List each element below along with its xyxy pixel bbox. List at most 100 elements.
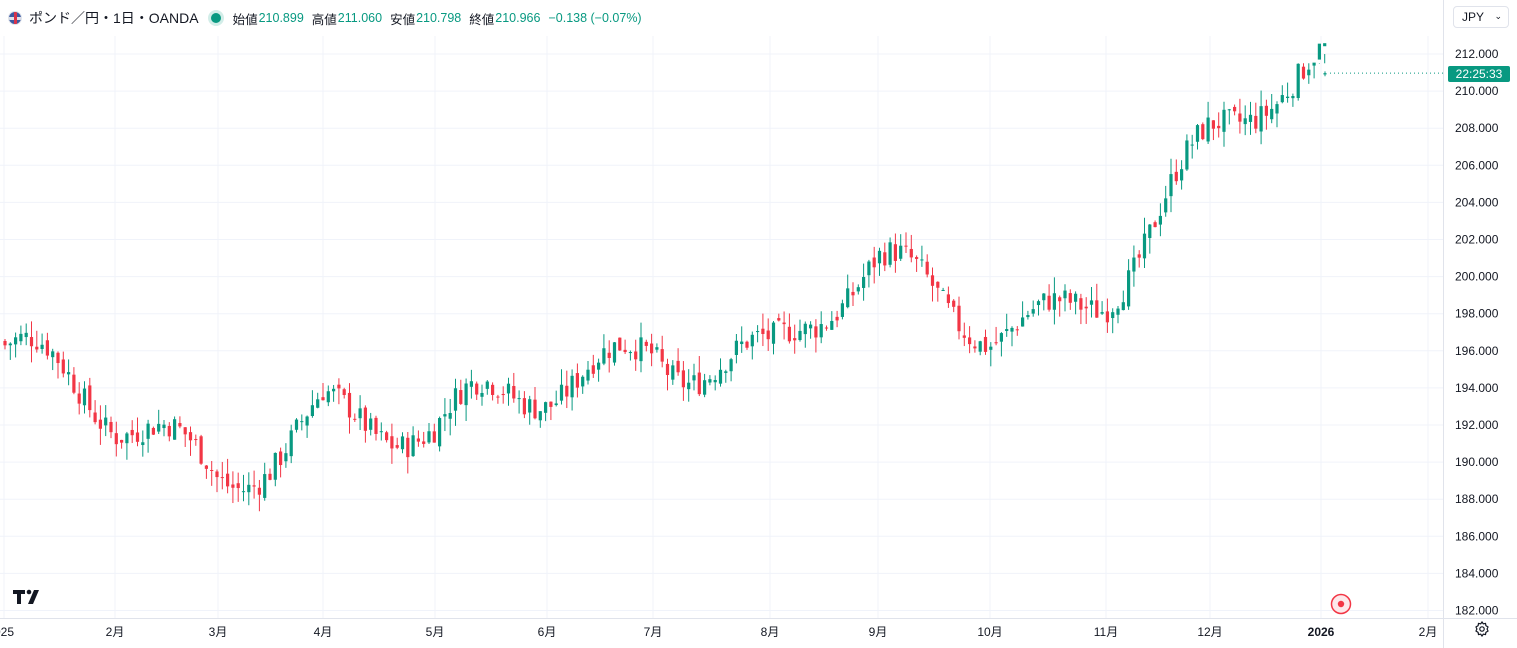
candle-down [883,252,887,266]
candle-up [1010,327,1014,332]
candle-down [342,389,346,396]
candle-down [946,294,950,304]
candle-down [565,385,569,397]
candle-down [994,342,998,344]
candle-down [279,451,283,466]
candle-down [199,436,203,464]
candle-up [506,383,511,394]
currency-select[interactable]: JPY ⌄ [1453,6,1509,28]
candle-down [766,330,770,340]
candle-down [1153,222,1157,228]
candle-up [1036,301,1041,306]
candle-down [226,473,230,487]
chevron-down-icon: ⌄ [1494,11,1502,21]
symbol-title[interactable]: ポンド／円・1日・OANDA [29,10,199,26]
candle-down [1233,106,1237,112]
settings-icon[interactable] [1474,621,1490,637]
candle-down [3,340,7,346]
x-tick-label: 2月 [1419,625,1438,639]
candle-down [1084,306,1088,309]
candle-down [88,385,92,411]
candle-up [247,484,251,493]
candle-up [819,324,823,338]
candle-down [644,341,648,346]
candle-down [909,248,913,258]
x-tick-label: 4月 [314,625,333,639]
market-status-icon[interactable] [210,13,221,23]
candle-up [125,433,129,444]
candle-up [586,369,590,381]
target-icon[interactable] [1330,593,1352,615]
candle-up [51,351,55,358]
candle-up [740,341,744,345]
candle-up [289,430,293,457]
candle-down [1105,311,1109,323]
candle-up [1243,118,1247,125]
x-tick-label: 2月 [106,625,125,639]
candle-down [793,338,797,341]
candle-up [888,242,892,265]
candle-up [655,347,659,350]
candle-up [1169,174,1173,197]
candle-up [1206,117,1210,142]
candle-up [809,324,813,329]
candle-down [575,373,579,388]
candle-up [978,341,982,352]
candle-up [469,381,473,387]
candle-up [453,388,458,411]
candle-down [533,399,537,419]
y-tick-label: 208.000 [1455,121,1499,135]
candle-up [1052,293,1056,310]
candle-down [188,432,193,441]
candle-up [141,442,145,446]
candle-down [374,417,378,434]
candle-down [236,483,240,489]
close-value: 210.966 [495,11,541,25]
candle-up [899,245,903,259]
candle-down [109,421,113,433]
candle-up [316,399,320,408]
candle-up [1190,144,1194,146]
candle-up [40,344,44,349]
candle-up [427,431,431,443]
candle-down [549,401,553,407]
candle-up [1116,308,1120,315]
candle-down [151,427,155,435]
candle-down [459,390,463,404]
candle-up [724,371,728,373]
candle-down [1137,254,1141,258]
candle-up [1063,290,1067,299]
candle-up [703,380,707,395]
candle-up [1100,312,1104,314]
candle-down [952,300,956,307]
candle-up [1042,293,1046,301]
tradingview-logo-icon[interactable] [12,587,44,605]
candle-down [93,412,97,423]
uk-flag-icon [8,11,22,25]
candle-up [443,414,447,417]
candle-down [215,471,219,478]
candle-down [983,336,988,352]
candle-up [920,259,924,261]
candle-down [824,327,829,329]
candle-up [146,423,150,439]
candle-down [257,487,261,495]
candle-down [650,343,654,354]
candle-up [1259,106,1263,132]
high-label: 高値 [311,12,337,27]
candle-down [167,425,171,437]
candle-down [1015,329,1019,331]
candle-up [1031,309,1035,314]
candle-up [1074,293,1078,302]
x-tick-label: 3月 [209,625,228,639]
y-tick-label: 204.000 [1455,195,1499,209]
candle-up [1180,169,1184,181]
candle-down [347,392,352,418]
candle-up [570,375,574,398]
candle-up [628,352,632,354]
y-tick-label: 200.000 [1455,270,1499,284]
candle-up [989,346,993,350]
candle-down [968,337,972,345]
y-tick-label: 202.000 [1455,233,1499,247]
